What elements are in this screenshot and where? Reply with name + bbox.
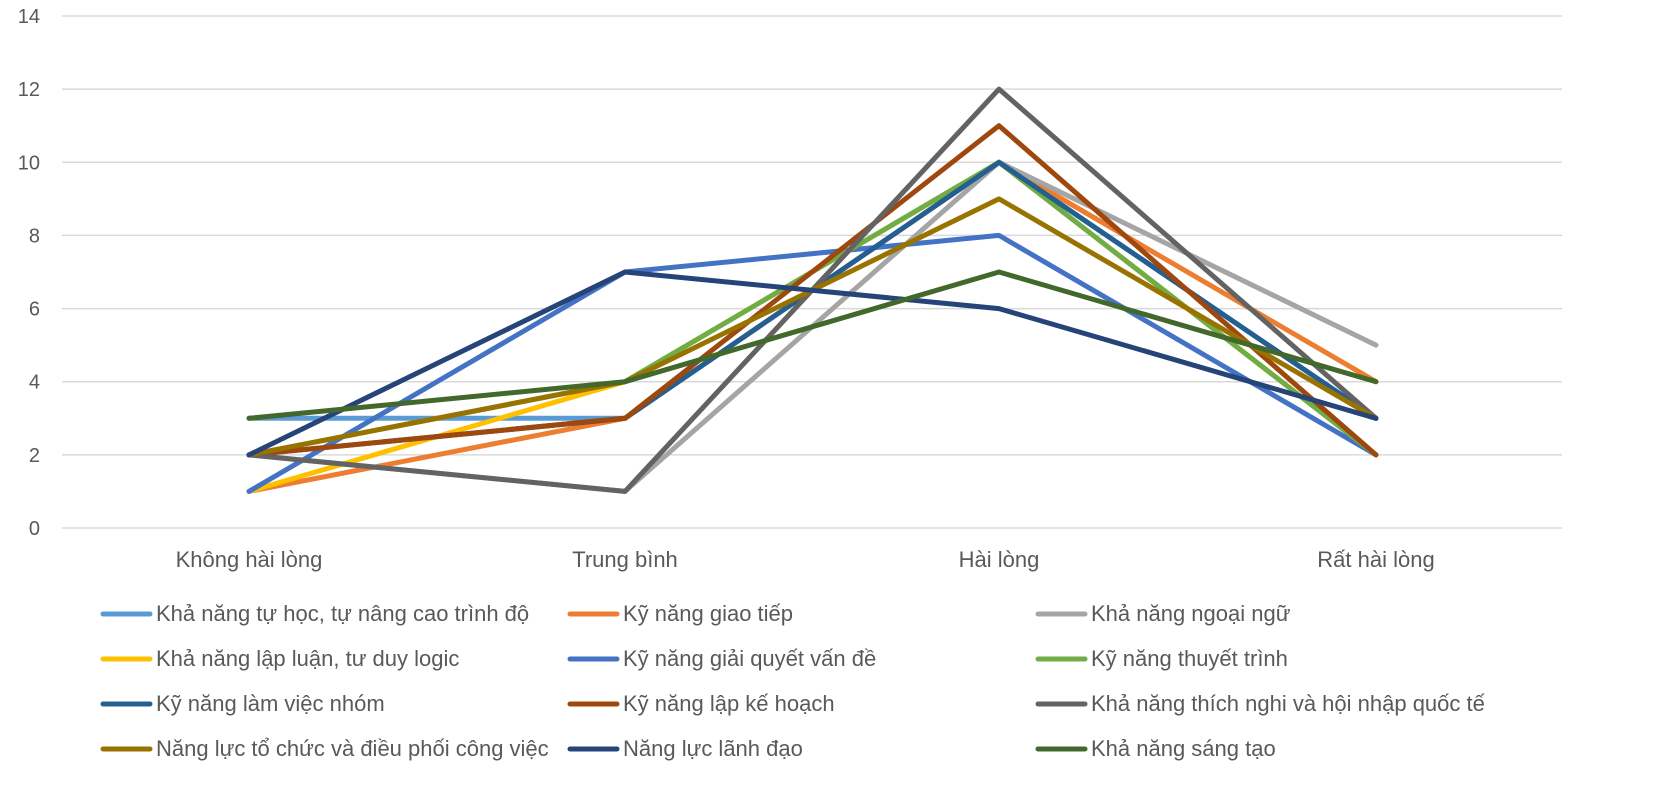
legend-label: Kỹ năng giải quyết vấn đề: [623, 646, 876, 671]
y-tick-label: 6: [29, 299, 40, 321]
x-category-label: Rất hài lòng: [1317, 547, 1434, 572]
legend-item: Khả năng ngoại ngữ: [1035, 601, 1291, 626]
y-tick-label: 0: [29, 518, 40, 540]
legend-label: Năng lực lãnh đạo: [623, 736, 803, 761]
series-line: [246, 232, 1379, 494]
legend-item: Kỹ năng làm việc nhóm: [100, 691, 385, 716]
legend-item: Kỹ năng thuyết trình: [1035, 646, 1288, 671]
legend-item: Kỹ năng giải quyết vấn đề: [567, 646, 876, 671]
y-axis-ticks: 0 2 4 6 8 10 12 14: [18, 6, 40, 540]
legend-item: Năng lực tổ chức và điều phối công việc: [100, 736, 549, 761]
legend-label: Khả năng thích nghi và hội nhập quốc tế: [1091, 691, 1485, 716]
legend-item: Khả năng lập luận, tư duy logic: [100, 646, 459, 671]
legend-label: Kỹ năng giao tiếp: [623, 601, 793, 626]
y-tick-label: 10: [18, 152, 40, 174]
y-tick-label: 4: [29, 372, 40, 394]
legend-item: Khả năng sáng tạo: [1035, 736, 1276, 761]
legend-item: Kỹ năng giao tiếp: [567, 601, 793, 626]
x-axis-categories: Không hài lòng Trung bình Hài lòng Rất hài …: [176, 547, 1435, 572]
series-lines: [246, 86, 1379, 494]
legend-label: Kỹ năng làm việc nhóm: [156, 691, 385, 716]
legend-label: Khả năng sáng tạo: [1091, 736, 1276, 761]
series-line: [246, 269, 1379, 458]
y-tick-label: 14: [18, 6, 40, 28]
y-tick-label: 2: [29, 445, 40, 467]
legend-item: Năng lực lãnh đạo: [567, 736, 803, 761]
legend-label: Khả năng ngoại ngữ: [1091, 601, 1291, 626]
legend-label: Kỹ năng lập kế hoạch: [623, 691, 835, 716]
x-category-label: Hài lòng: [959, 547, 1040, 572]
legend-item: Kỹ năng lập kế hoạch: [567, 691, 835, 716]
legend: Khả năng tự học, tự nâng cao trình độ Kỹ …: [100, 601, 1485, 761]
y-tick-label: 8: [29, 225, 40, 247]
x-category-label: Không hài lòng: [176, 547, 323, 572]
x-category-label: Trung bình: [572, 547, 678, 572]
legend-label: Năng lực tổ chức và điều phối công việc: [156, 736, 549, 761]
series-line: [246, 269, 1379, 421]
series-line: [246, 123, 1379, 458]
legend-label: Kỹ năng thuyết trình: [1091, 646, 1288, 671]
legend-label: Khả năng lập luận, tư duy logic: [156, 646, 459, 671]
legend-item: Khả năng tự học, tự nâng cao trình độ: [100, 601, 529, 626]
y-tick-label: 12: [18, 79, 40, 101]
legend-label: Khả năng tự học, tự nâng cao trình độ: [156, 601, 529, 626]
legend-item: Khả năng thích nghi và hội nhập quốc tế: [1035, 691, 1485, 716]
